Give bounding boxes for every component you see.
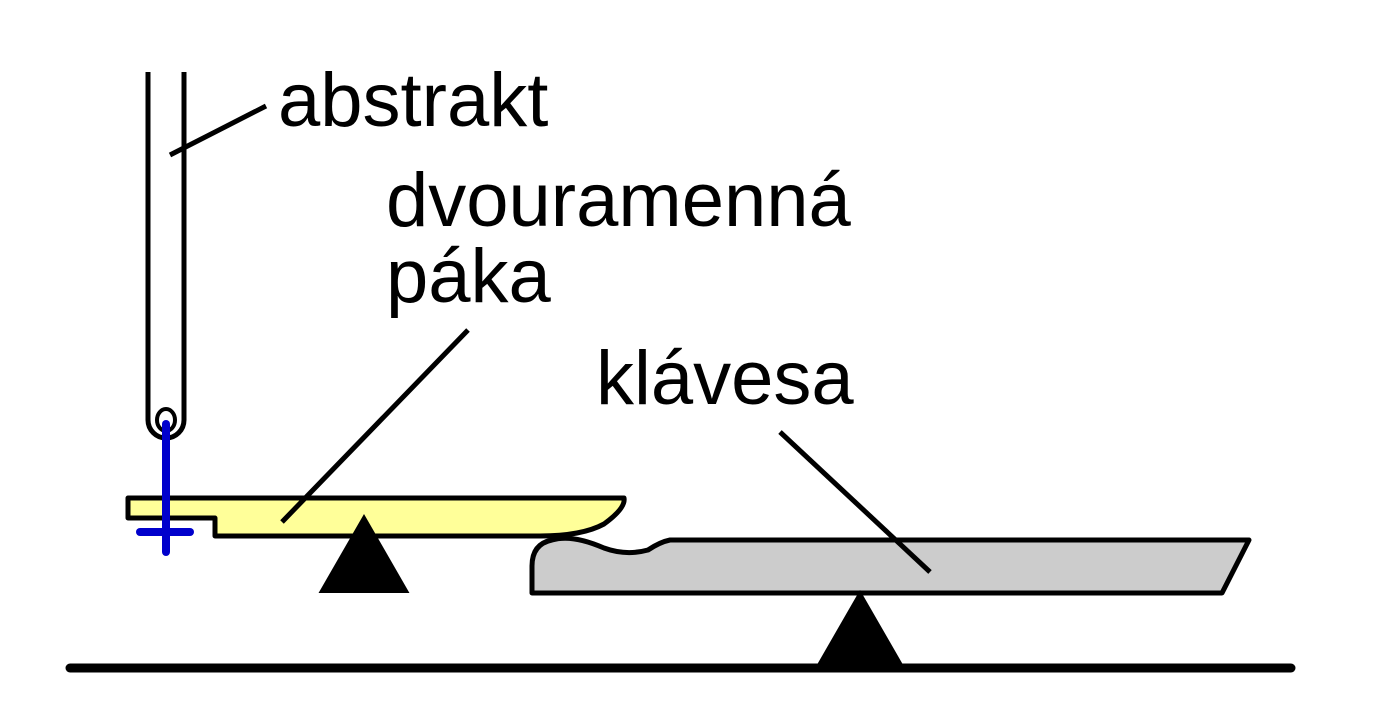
key-body: [529, 535, 1252, 596]
lever-body: [125, 495, 627, 539]
abstract-label: abstrakt: [278, 58, 548, 143]
abstract-leader-line: [168, 103, 268, 158]
lever-fulcrum: [318, 513, 410, 593]
lever-label-line1: dvouramenná: [386, 158, 851, 243]
key-label: klávesa: [596, 336, 854, 421]
key-leader-line: [778, 430, 932, 574]
abstract-strip: [145, 72, 187, 441]
key-fulcrum: [814, 589, 906, 669]
connector-pin: [136, 420, 194, 556]
lever-leader-line: [280, 328, 470, 524]
lever-label-line2: páka: [386, 234, 552, 319]
